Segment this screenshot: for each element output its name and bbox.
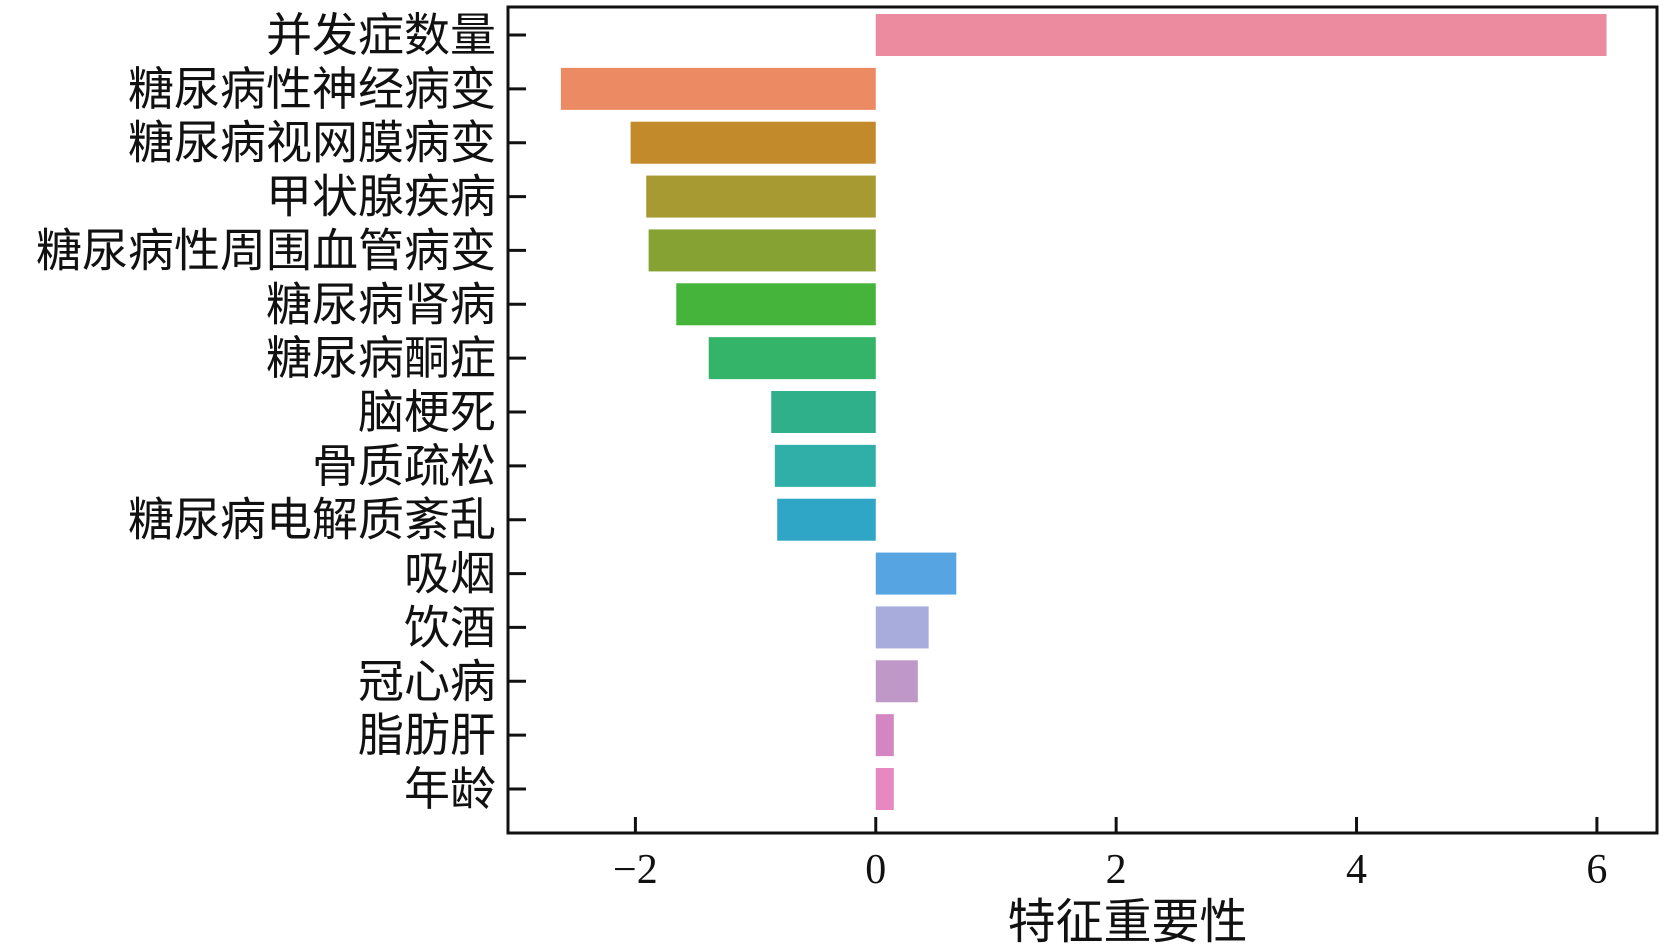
bar-14 xyxy=(875,768,894,810)
bar-2 xyxy=(630,121,876,164)
y-tick-label: 骨质疏松 xyxy=(312,439,496,493)
x-tick-label: 4 xyxy=(1346,847,1367,893)
y-tick-label: 糖尿病视网膜病变 xyxy=(128,116,496,170)
bar-4 xyxy=(648,229,876,272)
plot-frame xyxy=(506,5,1659,835)
x-tick-label: 2 xyxy=(1106,847,1127,893)
bar-12 xyxy=(875,660,918,703)
y-tick-label: 脑梗死 xyxy=(358,385,496,439)
bar-8 xyxy=(774,444,876,487)
y-tick-label: 年龄 xyxy=(404,762,496,816)
y-tick-label: 糖尿病肾病 xyxy=(266,277,496,331)
bar-0 xyxy=(875,14,1607,56)
bar-9 xyxy=(777,498,876,541)
y-tick-label: 并发症数量 xyxy=(266,8,496,62)
y-tick-label: 冠心病 xyxy=(358,654,496,708)
y-tick-label: 糖尿病性神经病变 xyxy=(128,62,496,116)
bar-13 xyxy=(875,714,894,757)
x-axis: −2 0 2 4 6 xyxy=(613,817,1607,893)
y-axis: 并发症数量糖尿病性神经病变糖尿病视网膜病变甲状腺疾病糖尿病性周围血管病变糖尿病肾… xyxy=(36,8,526,816)
y-tick-label: 饮酒 xyxy=(404,600,496,654)
bars-group xyxy=(560,14,1607,810)
bar-11 xyxy=(875,606,929,649)
y-tick-label: 脂肪肝 xyxy=(358,708,496,762)
x-tick-label: 6 xyxy=(1586,847,1607,893)
bar-6 xyxy=(708,337,876,380)
bar-10 xyxy=(875,552,957,595)
y-tick-label: 吸烟 xyxy=(404,547,496,601)
y-tick-label: 糖尿病酮症 xyxy=(266,331,496,385)
x-tick-label: 0 xyxy=(865,847,886,893)
x-axis-title: 特征重要性 xyxy=(1007,894,1247,947)
bar-7 xyxy=(771,391,876,433)
bar-1 xyxy=(560,67,876,110)
y-tick-label: 糖尿病电解质紊乱 xyxy=(128,493,496,547)
bar-5 xyxy=(676,283,876,326)
x-tick-label: −2 xyxy=(613,847,658,893)
bar-3 xyxy=(646,175,876,218)
y-tick-label: 甲状腺疾病 xyxy=(266,170,496,224)
y-tick-label: 糖尿病性周围血管病变 xyxy=(36,223,496,277)
